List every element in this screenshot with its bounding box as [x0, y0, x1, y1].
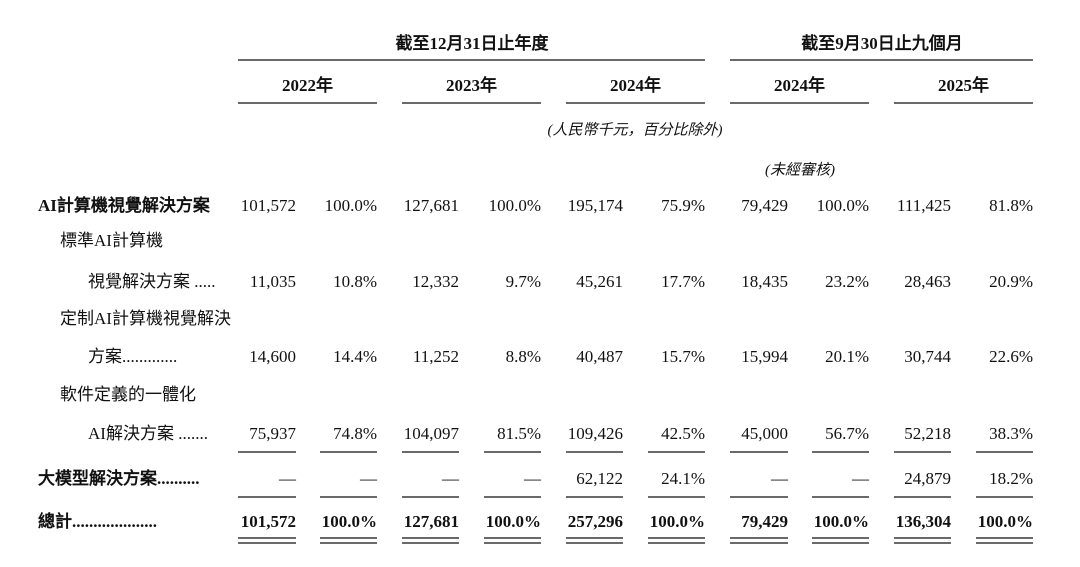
cell: 101,572 [241, 196, 296, 215]
cell: — [441, 469, 460, 488]
year-header: 2024年 [610, 75, 661, 95]
row-label: 方案............. [88, 347, 177, 366]
cell: 10.8% [333, 272, 377, 291]
cell: 14,600 [249, 347, 296, 366]
cell: 17.7% [661, 272, 705, 291]
row-label: 定制AI計算機視覺解決 [60, 309, 231, 328]
cell: 40,487 [576, 347, 623, 366]
cell: 20.9% [989, 272, 1033, 291]
cell: — [523, 469, 542, 488]
cell: 79,429 [741, 196, 788, 215]
group-header: 截至9月30日止九個月 [801, 33, 963, 53]
year-header: 2025年 [938, 75, 989, 95]
cell: 74.8% [333, 424, 377, 443]
cell: — [770, 469, 789, 488]
cell: 45,261 [576, 272, 623, 291]
cell: 18.2% [989, 469, 1033, 488]
year-header: 2022年 [282, 75, 333, 95]
cell: 109,426 [568, 424, 623, 443]
cell: 9.7% [506, 272, 541, 291]
cell: 45,000 [741, 424, 788, 443]
cell: 30,744 [904, 347, 951, 366]
row-label: 軟件定義的一體化 [60, 385, 196, 404]
cell: 100.0% [817, 196, 869, 215]
cell: 23.2% [825, 272, 869, 291]
cell: 104,097 [404, 424, 460, 443]
cell: 100.0% [978, 512, 1033, 531]
cell: 52,218 [904, 424, 951, 443]
cell: — [278, 469, 297, 488]
cell: 79,429 [741, 512, 788, 531]
cell: 8.8% [506, 347, 541, 366]
cell: 75,937 [249, 424, 296, 443]
cell: 100.0% [325, 196, 377, 215]
cell: 15.7% [661, 347, 705, 366]
cell: 136,304 [896, 512, 952, 531]
cell: 15,994 [741, 347, 788, 366]
cell: 22.6% [989, 347, 1033, 366]
group-header: 截至12月31日止年度 [396, 33, 550, 53]
cell: 100.0% [486, 512, 541, 531]
row-label: AI解決方案 ....... [88, 424, 208, 443]
year-header: 2023年 [446, 75, 497, 95]
cell: 11,035 [250, 272, 296, 291]
cell: 14.4% [333, 347, 377, 366]
cell: 127,681 [404, 512, 459, 531]
unit-note: (人民幣千元，百分比除外) [548, 121, 723, 138]
cell: 24.1% [661, 469, 705, 488]
cell: 56.7% [825, 424, 869, 443]
cell: 81.8% [989, 196, 1033, 215]
cell: 100.0% [489, 196, 541, 215]
row-label: 標準AI計算機 [60, 231, 163, 250]
row-label: AI計算機視覺解決方案 [38, 195, 211, 215]
cell: 11,252 [413, 347, 459, 366]
cell: 75.9% [661, 196, 705, 215]
audit-note: (未經審核) [765, 161, 835, 178]
cell: 38.3% [989, 424, 1033, 443]
row-label: 視覺解決方案 ..... [88, 272, 216, 291]
cell: 12,332 [412, 272, 459, 291]
cell: 127,681 [404, 196, 459, 215]
cell: 100.0% [814, 512, 869, 531]
cell: — [359, 469, 378, 488]
year-header: 2024年 [774, 75, 825, 95]
row-label: 大模型解決方案.......... [38, 468, 200, 488]
cell: 101,572 [241, 512, 296, 531]
cell: 100.0% [650, 512, 705, 531]
cell: 42.5% [661, 424, 705, 443]
cell: 62,122 [576, 469, 623, 488]
cell: 18,435 [741, 272, 788, 291]
cell: 24,879 [904, 469, 951, 488]
cell: 100.0% [322, 512, 377, 531]
row-label: 總計.................... [38, 511, 157, 531]
cell: 20.1% [825, 347, 869, 366]
cell: 81.5% [497, 424, 541, 443]
cell: 111,425 [897, 196, 951, 215]
cell: 257,296 [568, 512, 623, 531]
cell: 195,174 [568, 196, 624, 215]
cell: 28,463 [904, 272, 951, 291]
cell: — [851, 469, 870, 488]
